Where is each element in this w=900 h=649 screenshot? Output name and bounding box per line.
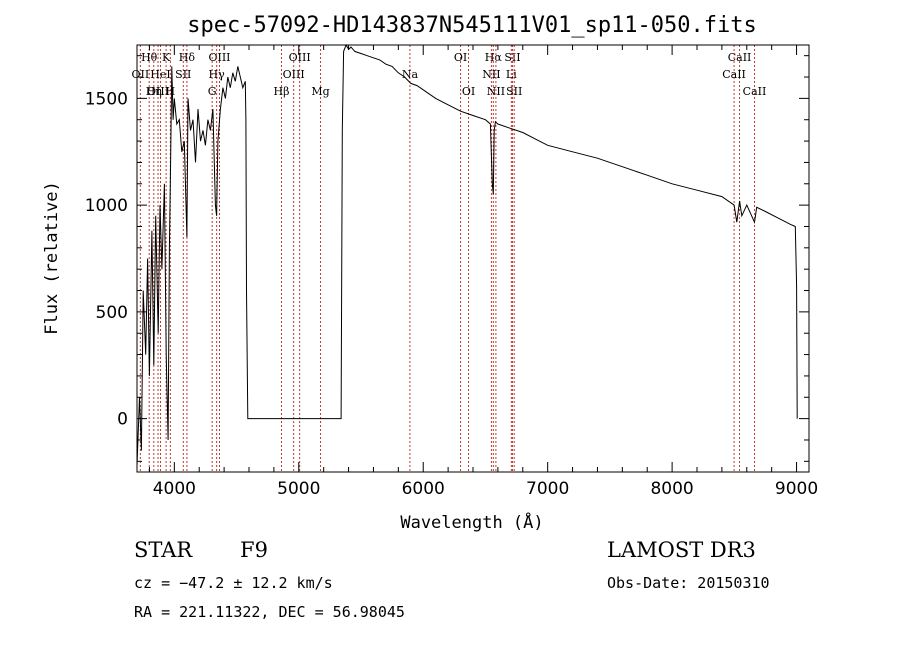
object-class: STAR xyxy=(134,538,193,562)
object-subclass: F9 xyxy=(240,538,268,562)
spectral-line-label: Mg xyxy=(311,85,329,98)
x-tick-label: 5000 xyxy=(277,479,320,499)
y-tick-label: 1500 xyxy=(85,89,128,109)
x-axis-label: Wavelength (Å) xyxy=(400,511,543,533)
spectral-line-label: CaII xyxy=(728,51,752,64)
spectral-line-label: SII xyxy=(175,68,191,81)
spectral-line-label: OIII xyxy=(283,68,305,81)
x-tick-label: 7000 xyxy=(526,479,569,499)
spectral-line-label: CaII xyxy=(722,68,746,81)
spectral-line-label: CaII xyxy=(743,85,767,98)
spectral-line-label: K xyxy=(162,51,171,64)
spectral-line-label: SII xyxy=(504,51,520,64)
x-tick-labels: 4000 5000 6000 7000 8000 9000 xyxy=(153,479,818,499)
redshift-cz: cz = −47.2 ± 12.2 km/s xyxy=(134,574,333,592)
chart-title: spec-57092-HD143837N545111V01_sp11-050.f… xyxy=(187,13,757,38)
y-tick-labels: 0 500 1000 1500 xyxy=(85,89,128,429)
spectral-line-label: Hη xyxy=(146,85,162,98)
spectral-line-label: OIII xyxy=(289,51,311,64)
spectral-line-label: OI xyxy=(454,51,467,64)
spectral-line-label: Hδ xyxy=(179,51,196,64)
spectral-line-label: OIII xyxy=(147,85,169,98)
y-tick-label: 500 xyxy=(96,303,128,323)
y-axis-label: Flux (relative) xyxy=(42,181,62,335)
spectral-line-label: NII xyxy=(487,85,505,98)
x-tick-label: 9000 xyxy=(775,479,818,499)
spectral-line-label: Na xyxy=(402,68,419,81)
spectral-line-label: OIII xyxy=(208,51,230,64)
x-tick-label: 6000 xyxy=(402,479,445,499)
x-tick-label: 8000 xyxy=(650,479,693,499)
spectral-line-label: Hθ xyxy=(141,51,158,64)
flux-series-line xyxy=(136,43,798,466)
spectral-line-label: Hγ xyxy=(209,68,226,81)
y-tick-label: 0 xyxy=(117,410,128,430)
spectral-line-label: OII xyxy=(132,68,150,81)
spectral-line-label: G xyxy=(208,85,217,98)
spectral-line-label: H xyxy=(166,85,176,98)
x-tick-label: 4000 xyxy=(153,479,196,499)
coordinates: RA = 221.11322, DEC = 56.98045 xyxy=(134,603,405,621)
spectral-line-label: SII xyxy=(506,85,522,98)
spectral-line-label: OI xyxy=(462,85,475,98)
spectral-line-label: Hα xyxy=(485,51,503,64)
survey-name: LAMOST DR3 xyxy=(607,538,756,562)
spectral-line-label: NII xyxy=(482,68,500,81)
y-tick-label: 1000 xyxy=(85,196,128,216)
obs-date: Obs-Date: 20150310 xyxy=(607,574,770,592)
axis-ticks xyxy=(137,45,809,472)
plot-frame xyxy=(136,44,810,473)
spectral-line-label: Li xyxy=(506,68,517,81)
spectral-line-label: Hβ xyxy=(274,85,290,98)
